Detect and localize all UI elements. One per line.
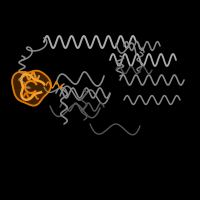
Polygon shape <box>12 71 51 106</box>
